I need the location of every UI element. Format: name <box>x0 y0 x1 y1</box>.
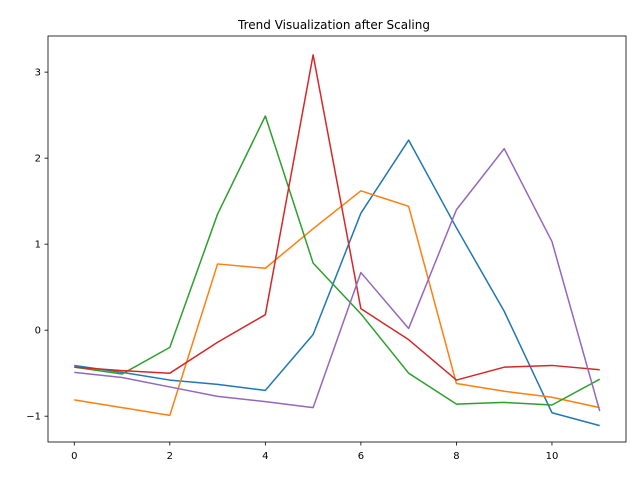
y-axis: −1 0 1 2 3 <box>26 68 48 423</box>
series-line-3 <box>74 115 601 406</box>
x-tick-label: 10 <box>546 451 559 462</box>
x-axis: 0 2 4 6 8 10 <box>71 442 558 462</box>
series-line-1 <box>74 139 600 427</box>
plot-lines <box>74 54 601 427</box>
series-line-2 <box>74 190 600 417</box>
y-tick-label: 0 <box>35 326 41 337</box>
y-tick-label: 1 <box>35 240 41 251</box>
x-tick-label: 2 <box>167 451 173 462</box>
y-tick-label: 2 <box>35 154 41 165</box>
chart-title: Trend Visualization after Scaling <box>237 18 430 32</box>
x-tick-label: 6 <box>358 451 364 462</box>
y-tick-label: −1 <box>26 412 41 423</box>
y-tick-label: 3 <box>35 68 41 79</box>
series-line-4 <box>74 54 600 381</box>
axes-frame <box>47 35 627 443</box>
x-tick-label: 0 <box>71 451 77 462</box>
series-line-5 <box>74 147 601 412</box>
x-tick-label: 8 <box>453 451 459 462</box>
x-tick-label: 4 <box>262 451 268 462</box>
